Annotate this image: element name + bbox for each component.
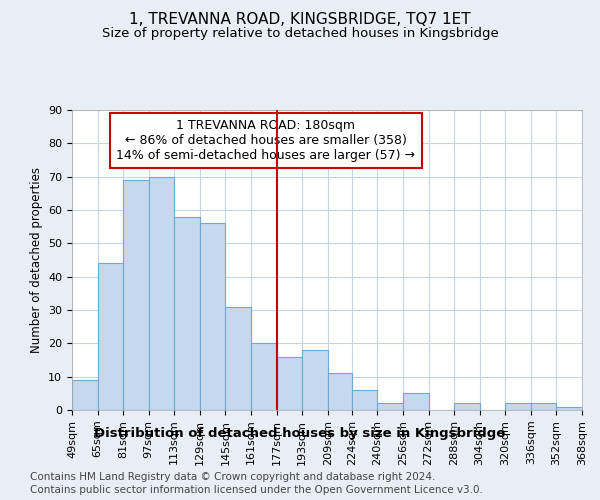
Text: 1, TREVANNA ROAD, KINGSBRIDGE, TQ7 1ET: 1, TREVANNA ROAD, KINGSBRIDGE, TQ7 1ET bbox=[129, 12, 471, 28]
Bar bbox=[377, 404, 403, 410]
Bar bbox=[328, 374, 352, 410]
Bar bbox=[505, 404, 531, 410]
Bar bbox=[98, 264, 123, 410]
Text: Size of property relative to detached houses in Kingsbridge: Size of property relative to detached ho… bbox=[101, 28, 499, 40]
Text: 1 TREVANNA ROAD: 180sqm
← 86% of detached houses are smaller (358)
14% of semi-d: 1 TREVANNA ROAD: 180sqm ← 86% of detache… bbox=[116, 119, 415, 162]
Y-axis label: Number of detached properties: Number of detached properties bbox=[29, 167, 43, 353]
Bar bbox=[531, 404, 556, 410]
Bar bbox=[72, 380, 98, 410]
Text: Distribution of detached houses by size in Kingsbridge: Distribution of detached houses by size … bbox=[94, 428, 506, 440]
Bar bbox=[454, 404, 479, 410]
Bar bbox=[149, 176, 175, 410]
Bar bbox=[556, 406, 582, 410]
Bar bbox=[200, 224, 226, 410]
Bar bbox=[226, 306, 251, 410]
Text: Contains public sector information licensed under the Open Government Licence v3: Contains public sector information licen… bbox=[30, 485, 483, 495]
Bar bbox=[277, 356, 302, 410]
Bar bbox=[251, 344, 277, 410]
Bar bbox=[123, 180, 149, 410]
Text: Contains HM Land Registry data © Crown copyright and database right 2024.: Contains HM Land Registry data © Crown c… bbox=[30, 472, 436, 482]
Bar bbox=[302, 350, 328, 410]
Bar bbox=[403, 394, 428, 410]
Bar bbox=[352, 390, 377, 410]
Bar bbox=[175, 216, 200, 410]
